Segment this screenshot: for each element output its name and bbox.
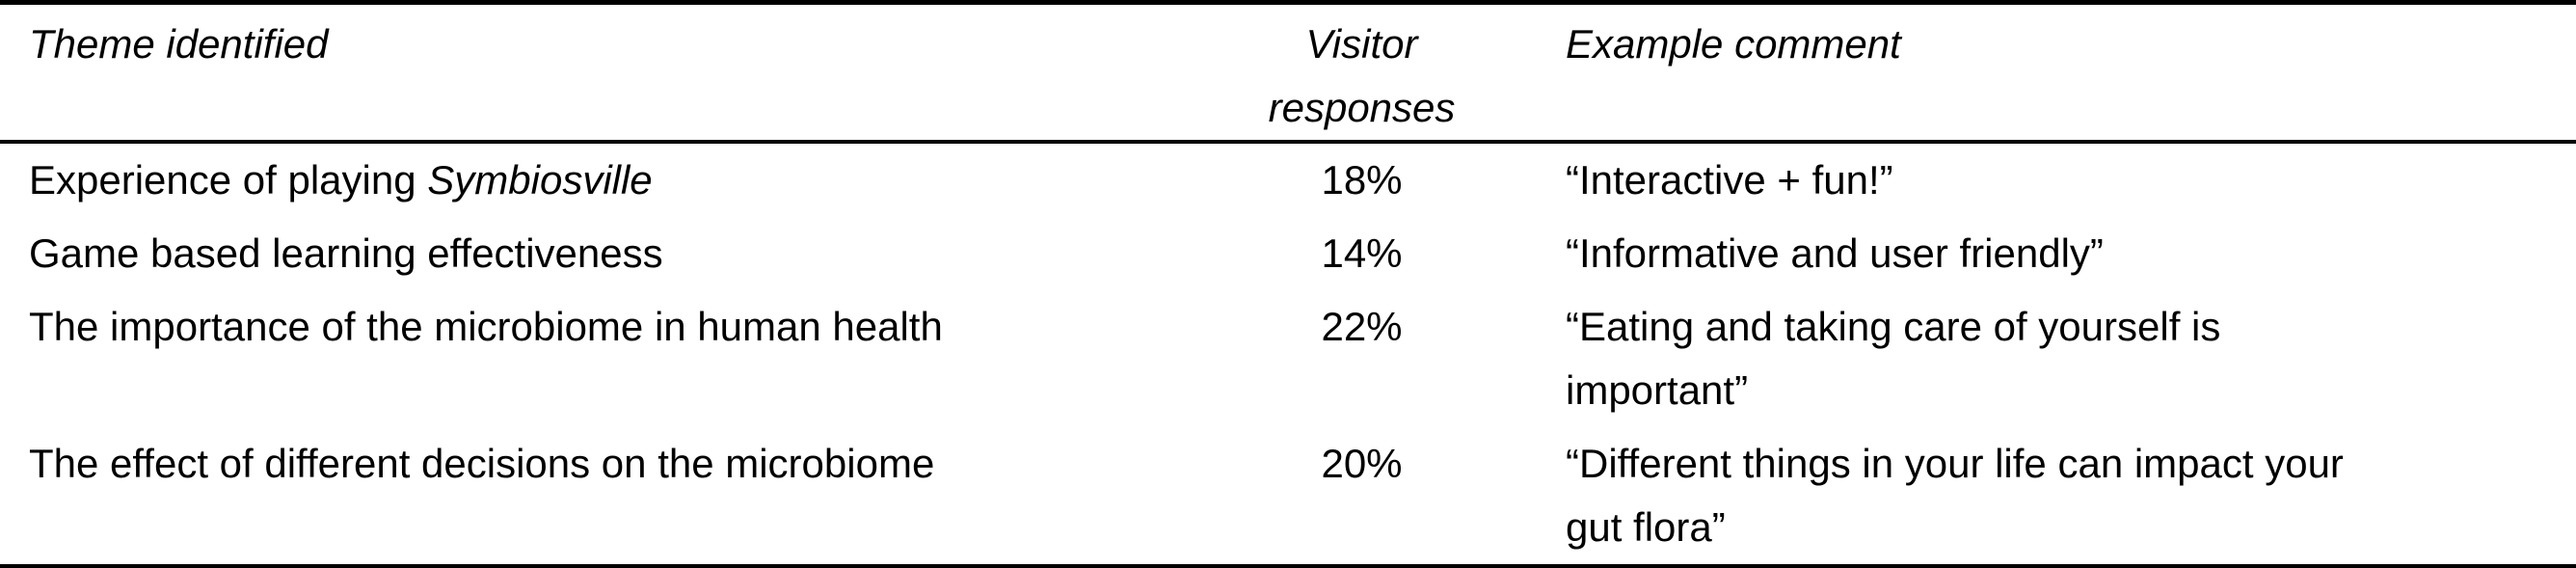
table-header-row: Theme identified Visitor responses Examp… <box>0 2 2576 144</box>
visitor-responses-cell: 14% <box>1321 230 1403 276</box>
table-row: Experience of playing Symbiosville 18% “… <box>0 142 2576 217</box>
example-comment-cell: “Different things in your life can impac… <box>1566 441 2344 550</box>
theme-text: The importance of the microbiome in huma… <box>29 304 943 349</box>
theme-cell: Game based learning effectiveness <box>0 217 1239 290</box>
table-row: The importance of the microbiome in huma… <box>0 290 2576 427</box>
table-row: Game based learning effectiveness 14% “I… <box>0 217 2576 290</box>
visitor-responses-cell: 20% <box>1321 441 1403 486</box>
theme-text: Game based learning effectiveness <box>29 230 663 276</box>
column-header-theme-identified: Theme identified <box>0 2 1239 144</box>
column-header-example-comment: Example comment <box>1485 2 2576 144</box>
game-title-text: Symbiosville <box>427 157 653 203</box>
column-header-visitor-responses: Visitor responses <box>1239 2 1485 144</box>
theme-text: Experience of playing <box>29 157 428 203</box>
theme-text: The effect of different decisions on the… <box>29 441 935 486</box>
example-comment-cell: “Interactive + fun!” <box>1566 157 1893 203</box>
example-comment-cell: “Eating and taking care of yourself is i… <box>1566 304 2221 413</box>
theme-cell: Experience of playing Symbiosville <box>0 142 1239 217</box>
visitor-responses-cell: 22% <box>1321 304 1403 349</box>
example-comment-cell: “Informative and user friendly” <box>1566 230 2104 276</box>
visitor-responses-cell: 18% <box>1321 157 1403 203</box>
theme-cell: The effect of different decisions on the… <box>0 427 1239 567</box>
table-row: The effect of different decisions on the… <box>0 427 2576 567</box>
theme-cell: The importance of the microbiome in huma… <box>0 290 1239 427</box>
